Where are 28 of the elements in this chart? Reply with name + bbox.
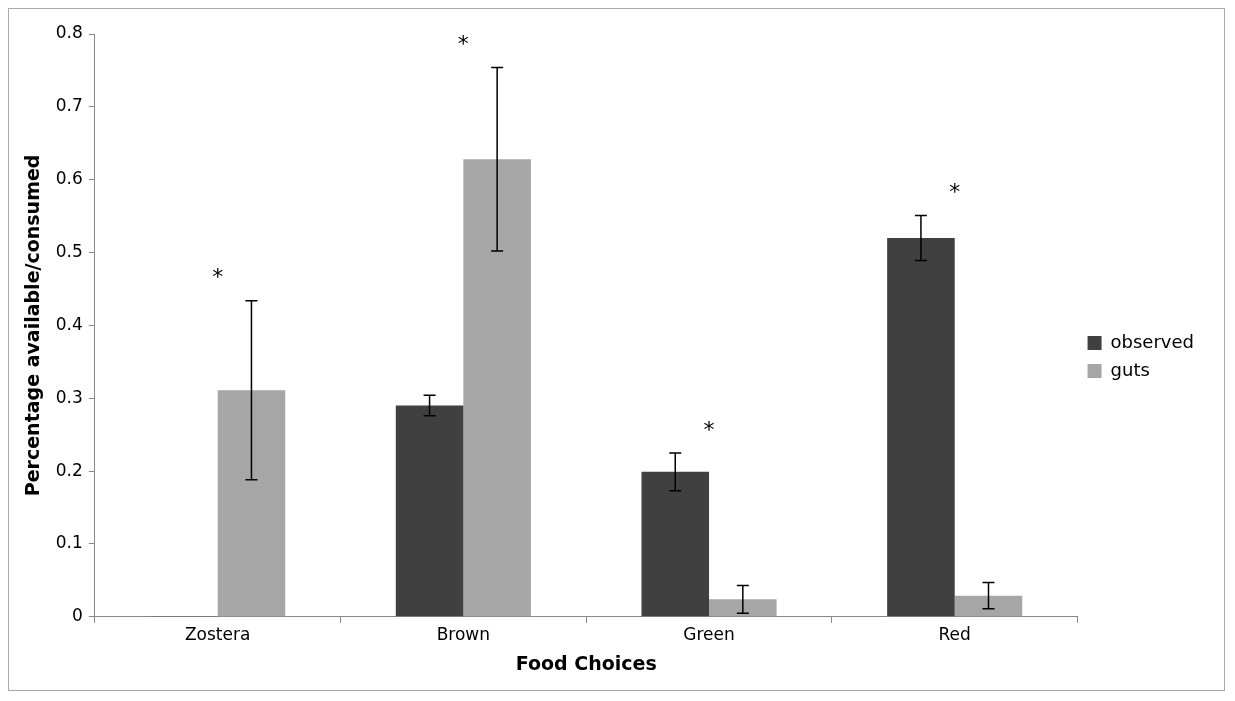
x-tick-label: Zostera — [184, 624, 251, 645]
x-axis-title: Food Choices — [515, 651, 657, 674]
bar — [395, 405, 464, 617]
y-tick-label: 0.8 — [55, 22, 83, 43]
x-tick-label: Green — [683, 624, 735, 645]
legend-label: observed — [1110, 330, 1195, 352]
x-tick-label: Brown — [436, 624, 491, 645]
y-tick-label: 0.2 — [55, 459, 83, 480]
annotation: * — [457, 31, 469, 57]
bar — [954, 595, 1023, 617]
annotation: * — [949, 179, 961, 205]
annotation: * — [703, 416, 715, 442]
bar — [887, 237, 955, 617]
y-tick-label: 0.3 — [55, 386, 83, 407]
annotation: * — [212, 264, 224, 290]
y-tick-label: 0.6 — [55, 168, 83, 189]
y-tick-label: 0.4 — [55, 313, 83, 334]
bar — [641, 471, 710, 617]
y-tick-label: 0.5 — [55, 240, 83, 261]
legend-label: guts — [1110, 358, 1150, 380]
y-tick-label: 0.1 — [55, 532, 83, 553]
bar — [463, 159, 531, 617]
y-tick-label: 0.7 — [55, 95, 83, 116]
x-tick-label: Red — [938, 624, 971, 645]
bar — [709, 599, 777, 617]
y-tick-label: 0 — [72, 605, 83, 626]
y-axis-title: Percentage available/consumed — [21, 154, 44, 497]
bar — [217, 390, 286, 617]
